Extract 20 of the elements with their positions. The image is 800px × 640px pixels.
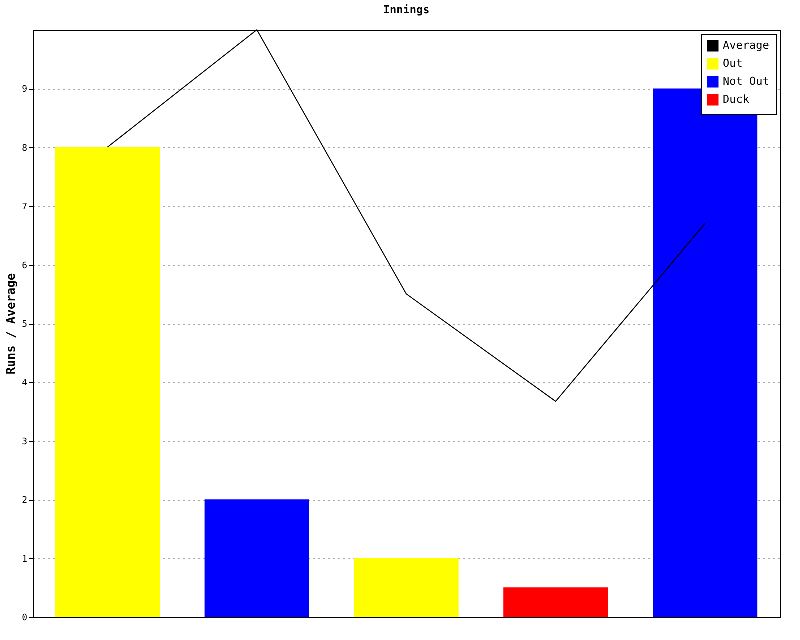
- y-tick-label: 1: [22, 554, 28, 565]
- y-tick-label: 2: [22, 496, 28, 506]
- y-tick-label: 6: [22, 261, 28, 272]
- bar: [55, 147, 160, 617]
- y-tick-label: 3: [22, 437, 28, 448]
- legend-label: Not Out: [723, 75, 770, 88]
- bar: [504, 588, 608, 617]
- y-tick-label: 7: [22, 202, 28, 213]
- bar: [354, 558, 459, 617]
- legend-label: Out: [723, 57, 743, 70]
- chart-title: Innings: [383, 4, 430, 16]
- y-tick-label: 9: [22, 85, 28, 96]
- y-tick-label: 8: [22, 144, 28, 154]
- bar: [204, 500, 310, 617]
- y-axis-title: Runs / Average: [4, 273, 18, 375]
- y-tick-label: 5: [22, 320, 28, 330]
- y-tick-label: 4: [22, 378, 28, 389]
- y-tick-label: 0: [22, 614, 28, 624]
- legend-label: Duck: [723, 93, 750, 106]
- legend-label: Average: [723, 39, 770, 52]
